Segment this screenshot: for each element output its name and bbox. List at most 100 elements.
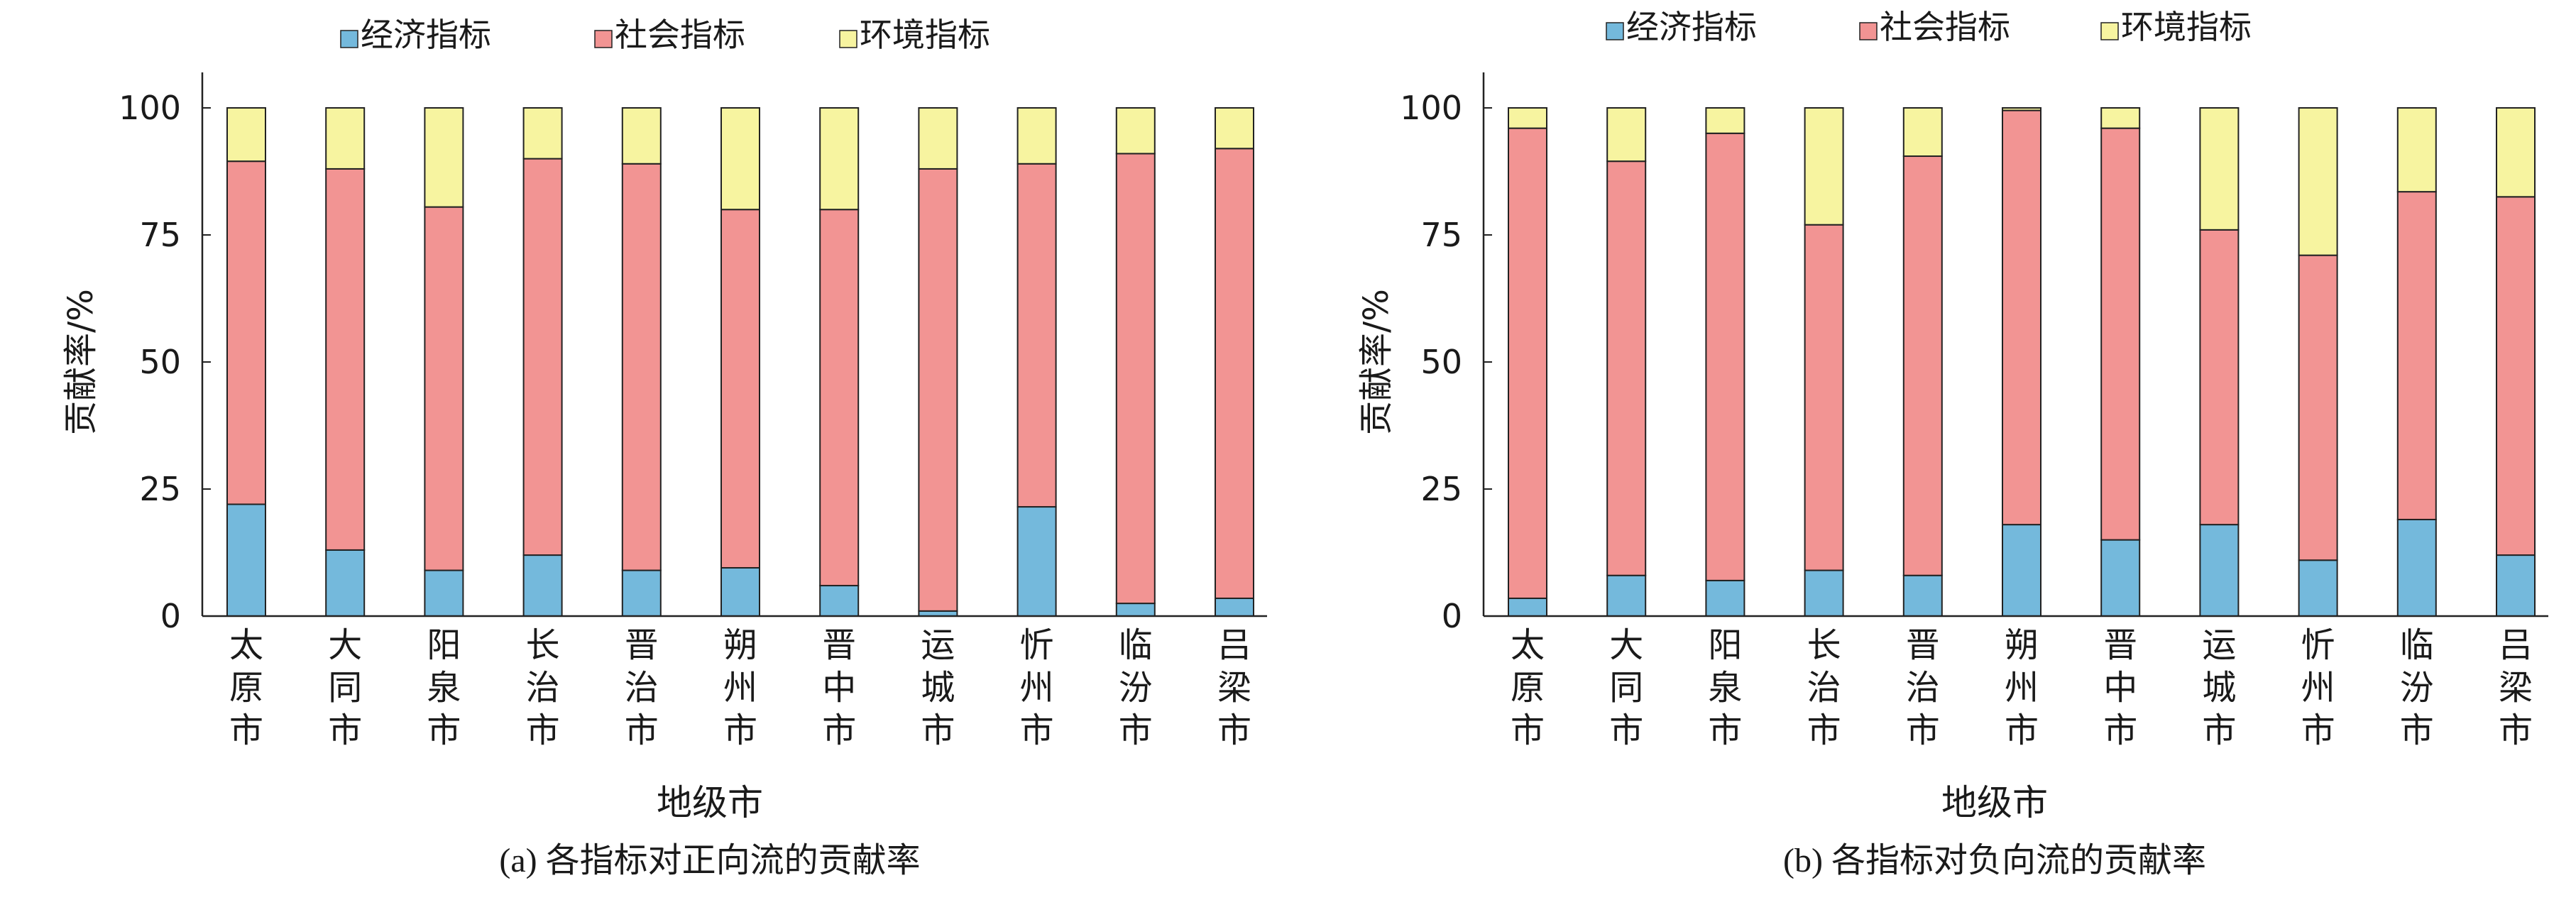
bar-segment-b-8-1 [2199, 524, 2240, 617]
bar-segment-a-1-1 [226, 503, 266, 617]
y-axis-title-a: 贡献率/% [61, 289, 101, 435]
bar-segment-a-11-1 [1215, 597, 1254, 618]
bar-segment-a-9-3 [1016, 107, 1057, 165]
x-tick-label-a-6: 朔州市 [723, 625, 757, 750]
bar-segment-a-1-2 [226, 160, 266, 505]
bar-segment-b-9-2 [2298, 254, 2338, 561]
legend-swatch-a-2 [594, 30, 613, 48]
x-tick-label-a-9: 忻州市 [1020, 625, 1054, 750]
bar-segment-b-5-2 [1902, 155, 1943, 576]
legend-label-b-3: 环境指标 [2121, 8, 2252, 46]
bar-segment-b-6-2 [2002, 109, 2041, 526]
bar-segment-b-10-2 [2396, 191, 2437, 520]
bar-segment-a-6-2 [720, 209, 760, 569]
x-tick-label-a-8: 运城市 [921, 625, 955, 750]
bar-segment-a-4-3 [522, 107, 563, 160]
bar-segment-a-3-1 [424, 569, 464, 617]
bar-segment-b-2-2 [1606, 160, 1647, 576]
y-tick-label-a-2: 25 [139, 470, 181, 508]
bar-segment-a-10-3 [1115, 107, 1156, 155]
bar-segment-b-8-3 [2199, 107, 2240, 231]
bar-segment-a-10-1 [1115, 603, 1156, 617]
legend-label-a-3: 环境指标 [860, 16, 990, 54]
y-tick-label-b-5: 100 [1400, 89, 1462, 127]
bar-segment-a-8-3 [918, 107, 958, 170]
x-tick-label-b-10: 临汾市 [2400, 625, 2434, 750]
x-tick-label-b-6: 朔州市 [2005, 625, 2039, 750]
bar-segment-a-11-2 [1215, 148, 1254, 599]
bar-segment-a-4-1 [522, 554, 563, 618]
legend-swatch-b-3 [2100, 22, 2119, 40]
bar-segment-b-7-1 [2100, 539, 2141, 617]
bar-segment-a-6-3 [720, 107, 760, 211]
x-tick-label-b-1: 太原市 [1511, 625, 1545, 750]
legend-label-a-1: 经济指标 [361, 16, 491, 54]
legend-swatch-b-2 [1859, 22, 1878, 40]
bar-segment-b-2-3 [1606, 107, 1647, 163]
x-tick-label-a-5: 晋治市 [625, 625, 659, 750]
bar-segment-b-4-3 [1804, 107, 1844, 226]
bar-segment-b-6-3 [2002, 107, 2041, 111]
x-tick-label-b-2: 大同市 [1609, 625, 1643, 750]
chart-caption-a: (a) 各指标对正向流的贡献率 [499, 842, 920, 879]
legend-swatch-a-3 [839, 30, 857, 48]
bar-segment-b-2-1 [1606, 574, 1647, 617]
x-tick-label-a-4: 长治市 [526, 625, 560, 750]
bar-segment-a-5-1 [621, 569, 662, 617]
x-tick-label-a-7: 晋中市 [822, 625, 856, 750]
bar-segment-a-1-3 [226, 107, 266, 163]
x-tick-label-b-8: 运城市 [2202, 625, 2236, 750]
bar-segment-a-11-3 [1215, 107, 1254, 150]
legend-label-a-2: 社会指标 [615, 16, 745, 54]
bar-segment-b-3-2 [1705, 132, 1745, 581]
bar-segment-a-5-2 [621, 163, 662, 571]
bar-segment-b-1-2 [1508, 127, 1547, 599]
bar-segment-a-3-2 [424, 206, 464, 571]
x-tick-label-a-11: 吕梁市 [1217, 625, 1251, 750]
y-axis-title-b: 贡献率/% [1356, 289, 1396, 435]
y-tick-label-a-3: 50 [139, 343, 181, 381]
x-tick-label-b-5: 晋治市 [1906, 625, 1940, 750]
legend-label-b-1: 经济指标 [1626, 8, 1757, 46]
y-tick-label-a-1: 0 [160, 597, 181, 635]
bar-segment-b-10-1 [2396, 518, 2437, 618]
bar-segment-a-2-2 [325, 168, 366, 551]
bar-segment-a-2-3 [325, 107, 366, 170]
bar-segment-a-7-1 [819, 585, 860, 617]
bar-segment-b-8-2 [2199, 229, 2240, 526]
y-tick-label-a-4: 75 [139, 216, 181, 254]
bar-segment-b-10-3 [2396, 107, 2437, 193]
x-tick-label-b-11: 吕梁市 [2499, 625, 2533, 750]
bar-segment-b-5-3 [1902, 107, 1943, 158]
bar-segment-b-9-3 [2298, 107, 2338, 256]
bar-segment-a-10-2 [1115, 153, 1156, 605]
chart-caption-b: (b) 各指标对负向流的贡献率 [1783, 842, 2206, 879]
bar-segment-b-7-2 [2100, 127, 2141, 541]
bar-segment-a-7-3 [819, 107, 860, 211]
y-tick-label-b-3: 50 [1420, 343, 1462, 381]
y-tick-label-b-1: 0 [1442, 597, 1462, 635]
bar-segment-a-3-3 [424, 107, 464, 208]
bar-segment-a-9-2 [1016, 163, 1057, 508]
bar-segment-a-2-1 [325, 549, 366, 617]
bar-segment-b-11-2 [2496, 196, 2536, 556]
bar-segment-a-5-3 [621, 107, 662, 165]
x-axis-title-a: 地级市 [657, 782, 763, 823]
bar-segment-a-9-1 [1016, 506, 1057, 617]
y-tick-label-b-4: 75 [1420, 216, 1462, 254]
x-tick-label-a-10: 临汾市 [1119, 625, 1153, 750]
x-tick-label-b-7: 晋中市 [2103, 625, 2137, 750]
bar-segment-b-3-3 [1705, 107, 1745, 134]
x-tick-label-b-4: 长治市 [1807, 625, 1841, 750]
legend-swatch-a-1 [340, 30, 358, 48]
y-tick-label-b-2: 25 [1420, 470, 1462, 508]
bar-segment-b-7-3 [2100, 107, 2141, 129]
x-axis-title-b: 地级市 [1941, 782, 2048, 823]
y-tick-label-a-5: 100 [119, 89, 181, 127]
bar-segment-b-1-3 [1508, 107, 1547, 129]
bar-segment-b-5-1 [1902, 574, 1943, 617]
x-tick-label-a-3: 阳泉市 [427, 625, 461, 750]
